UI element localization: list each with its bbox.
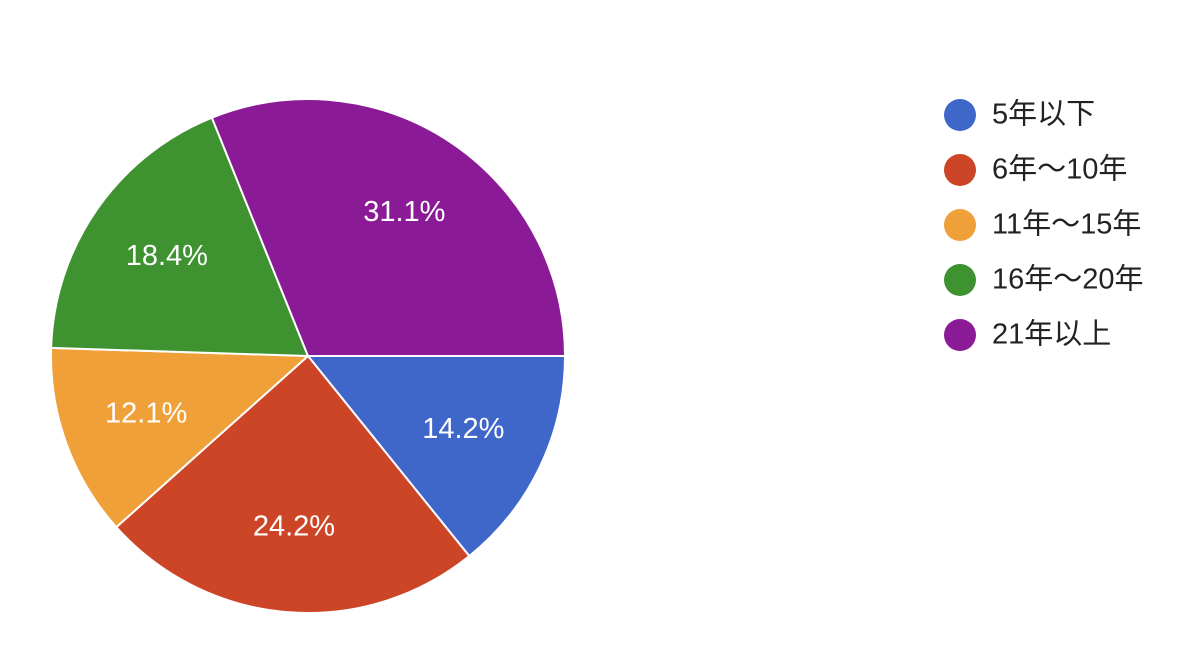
pie-slice [114, 354, 471, 614]
pie-slice [305, 355, 567, 558]
legend-label: 21年以上 [992, 318, 1111, 351]
legend-label: 5年以下 [992, 98, 1095, 131]
pie-slice [50, 116, 310, 358]
pie-slice [210, 98, 567, 357]
value-label: 31.1% [363, 196, 445, 228]
value-label: 14.2% [422, 413, 504, 445]
value-label: 12.1% [105, 397, 187, 429]
legend-swatch [944, 209, 976, 241]
legend-swatch [944, 154, 976, 186]
legend-swatch [944, 264, 976, 296]
legend-label: 11年〜15年 [992, 208, 1141, 241]
value-label: 24.2% [253, 510, 335, 542]
legend-swatch [944, 99, 976, 131]
value-label: 18.4% [126, 240, 208, 272]
pie-slice [50, 346, 311, 529]
legend-swatch [944, 319, 976, 351]
legend-label: 16年〜20年 [992, 263, 1144, 296]
legend-label: 6年〜10年 [992, 153, 1127, 186]
